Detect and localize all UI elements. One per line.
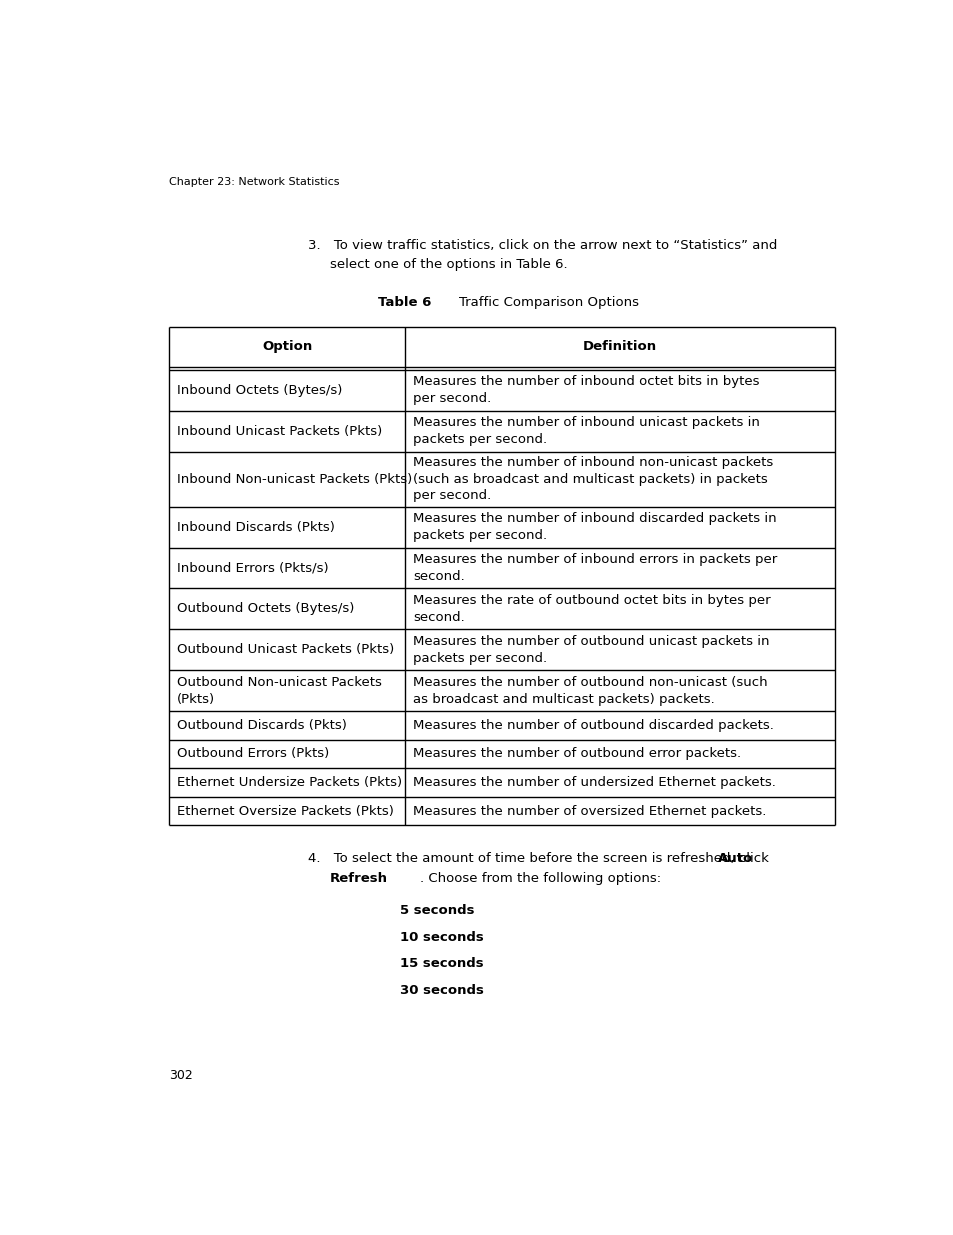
Text: Measures the number of oversized Ethernet packets.: Measures the number of oversized Etherne… [413, 804, 766, 818]
Text: second.: second. [413, 569, 465, 583]
Text: Option: Option [262, 341, 312, 353]
Text: as broadcast and multicast packets) packets.: as broadcast and multicast packets) pack… [413, 693, 715, 705]
Text: Ethernet Oversize Packets (Pkts): Ethernet Oversize Packets (Pkts) [176, 804, 394, 818]
Text: (Pkts): (Pkts) [176, 693, 214, 705]
Text: Chapter 23: Network Statistics: Chapter 23: Network Statistics [169, 177, 339, 186]
Text: Outbound Non-unicast Packets: Outbound Non-unicast Packets [176, 676, 381, 689]
Text: Measures the number of inbound discarded packets in: Measures the number of inbound discarded… [413, 513, 776, 525]
Text: select one of the options in Table 6.: select one of the options in Table 6. [330, 258, 567, 270]
Text: 5 seconds: 5 seconds [400, 904, 475, 918]
Text: 10 seconds: 10 seconds [400, 931, 483, 944]
Text: second.: second. [413, 611, 465, 624]
Text: (such as broadcast and multicast packets) in packets: (such as broadcast and multicast packets… [413, 473, 767, 485]
Text: Inbound Octets (Bytes/s): Inbound Octets (Bytes/s) [176, 384, 342, 396]
Text: Measures the rate of outbound octet bits in bytes per: Measures the rate of outbound octet bits… [413, 594, 770, 608]
Text: Outbound Errors (Pkts): Outbound Errors (Pkts) [176, 747, 329, 761]
Text: Inbound Errors (Pkts/s): Inbound Errors (Pkts/s) [176, 562, 328, 574]
Text: Ethernet Undersize Packets (Pkts): Ethernet Undersize Packets (Pkts) [176, 776, 401, 789]
Text: Outbound Discards (Pkts): Outbound Discards (Pkts) [176, 719, 347, 732]
Text: Measures the number of inbound errors in packets per: Measures the number of inbound errors in… [413, 553, 777, 566]
Text: . Choose from the following options:: . Choose from the following options: [419, 872, 660, 884]
Text: Outbound Unicast Packets (Pkts): Outbound Unicast Packets (Pkts) [176, 643, 394, 656]
Text: Refresh: Refresh [330, 872, 388, 884]
Text: packets per second.: packets per second. [413, 529, 547, 542]
Text: per second.: per second. [413, 489, 491, 503]
Text: packets per second.: packets per second. [413, 652, 547, 664]
Text: Inbound Unicast Packets (Pkts): Inbound Unicast Packets (Pkts) [176, 425, 382, 437]
Text: packets per second.: packets per second. [413, 433, 547, 446]
Text: Measures the number of undersized Ethernet packets.: Measures the number of undersized Ethern… [413, 776, 776, 789]
Text: Measures the number of inbound octet bits in bytes: Measures the number of inbound octet bit… [413, 375, 760, 388]
Text: Measures the number of outbound discarded packets.: Measures the number of outbound discarde… [413, 719, 774, 732]
Text: 302: 302 [169, 1070, 193, 1082]
Text: Measures the number of inbound non-unicast packets: Measures the number of inbound non-unica… [413, 456, 773, 469]
Text: Traffic Comparison Options: Traffic Comparison Options [459, 295, 639, 309]
Text: Auto: Auto [718, 852, 753, 864]
Text: 3. To view traffic statistics, click on the arrow next to “Statistics” and: 3. To view traffic statistics, click on … [308, 238, 777, 252]
Text: Outbound Octets (Bytes/s): Outbound Octets (Bytes/s) [176, 603, 354, 615]
Text: 15 seconds: 15 seconds [400, 957, 483, 971]
Text: per second.: per second. [413, 391, 491, 405]
Text: 4. To select the amount of time before the screen is refreshed, click: 4. To select the amount of time before t… [308, 852, 772, 864]
Text: Inbound Non-unicast Packets (Pkts): Inbound Non-unicast Packets (Pkts) [176, 473, 412, 485]
Text: Measures the number of outbound unicast packets in: Measures the number of outbound unicast … [413, 635, 769, 648]
Text: Inbound Discards (Pkts): Inbound Discards (Pkts) [176, 521, 335, 534]
Text: Table 6: Table 6 [377, 295, 431, 309]
Text: Definition: Definition [582, 341, 657, 353]
Text: Measures the number of outbound error packets.: Measures the number of outbound error pa… [413, 747, 740, 761]
Text: 30 seconds: 30 seconds [400, 984, 483, 997]
Text: Measures the number of inbound unicast packets in: Measures the number of inbound unicast p… [413, 416, 760, 430]
Text: Measures the number of outbound non-unicast (such: Measures the number of outbound non-unic… [413, 676, 767, 689]
